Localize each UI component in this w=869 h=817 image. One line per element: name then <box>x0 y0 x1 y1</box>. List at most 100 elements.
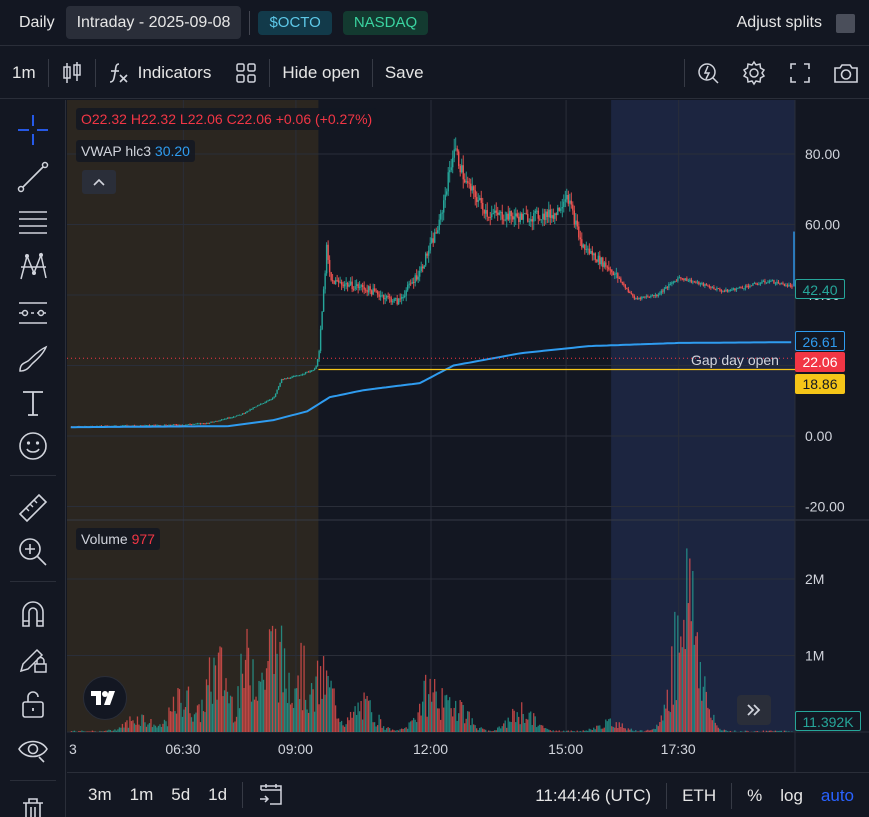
volume-bar <box>543 728 545 732</box>
trend-line-tool[interactable] <box>14 158 52 196</box>
interval-button[interactable]: 1m <box>12 62 36 82</box>
candle-body <box>489 217 491 218</box>
ticker-badge[interactable]: $OCTO <box>258 10 332 35</box>
range-5d-button[interactable]: 5d <box>171 785 191 804</box>
afterhours-session-bg <box>611 100 795 732</box>
brush-tool[interactable] <box>14 340 52 378</box>
auto-scale-button[interactable]: auto <box>820 785 854 805</box>
volume-bar <box>417 712 419 732</box>
volume-bar <box>542 725 544 732</box>
legend-low-key: L <box>179 111 188 127</box>
candle-body <box>187 424 190 426</box>
vwap-line <box>70 341 792 429</box>
candle-body <box>563 201 565 208</box>
tab-intraday[interactable]: Intraday - 2025-09-08 <box>65 6 242 39</box>
volume-bar <box>525 718 527 732</box>
replay-button[interactable] <box>685 47 731 99</box>
candle-body <box>363 287 365 290</box>
candle-body <box>330 272 332 281</box>
goto-date-button[interactable] <box>249 773 293 817</box>
magnet-tool[interactable] <box>14 595 52 633</box>
adjust-splits-checkbox[interactable] <box>836 13 855 33</box>
measure-tool[interactable] <box>14 489 52 527</box>
volume-bar <box>584 730 586 732</box>
volume-bar <box>81 730 83 732</box>
layout-button[interactable] <box>223 47 269 99</box>
volume-bar <box>310 683 313 732</box>
percent-scale-button[interactable]: % <box>747 785 763 805</box>
unlock-tool[interactable] <box>14 685 52 723</box>
indicators-button[interactable]: Indicators <box>96 47 224 99</box>
candle-body <box>495 210 497 213</box>
zoom-tool[interactable] <box>14 533 52 571</box>
volume-bar <box>184 707 187 732</box>
candle-body <box>554 213 556 219</box>
chart-area[interactable]: 80.0060.0040.000.00-20.002M1M306:3009:00… <box>61 100 869 772</box>
timezone-clock[interactable]: 11:44:46 (UTC) <box>535 785 652 805</box>
candle-body <box>644 296 646 298</box>
fib-tool[interactable] <box>14 203 52 241</box>
volume-bar <box>672 704 674 732</box>
fullscreen-button[interactable] <box>777 47 823 99</box>
lock-drawings-tool[interactable] <box>14 640 52 678</box>
volume-bar <box>93 731 95 732</box>
volume-bar <box>641 730 643 732</box>
tab-daily[interactable]: Daily <box>19 14 55 31</box>
divider <box>47 58 49 87</box>
visibility-tool[interactable] <box>14 730 52 768</box>
screenshot-button[interactable] <box>823 47 869 99</box>
candle-body <box>459 165 461 173</box>
save-button[interactable]: Save <box>384 62 424 82</box>
scroll-to-realtime-button[interactable] <box>737 695 771 725</box>
volume-bar <box>545 728 547 732</box>
volume-bar <box>409 721 412 732</box>
volume-bar <box>100 731 103 732</box>
volume-bar <box>695 636 697 732</box>
candle-body <box>740 286 742 288</box>
volume-bar <box>654 729 656 732</box>
volume-bar <box>644 731 646 732</box>
candle-body <box>321 311 323 330</box>
range-3m-button[interactable]: 3m <box>88 785 112 804</box>
emoji-tool[interactable] <box>14 427 52 465</box>
hide-open-button[interactable]: Hide open <box>282 62 360 82</box>
pattern-tool[interactable] <box>14 248 52 286</box>
time-tick-label: 17:30 <box>661 741 696 757</box>
candle-body <box>543 213 545 220</box>
candle-body <box>438 219 440 231</box>
crosshair-tool[interactable] <box>14 111 52 149</box>
price-chart[interactable]: 80.0060.0040.000.00-20.002M1M306:3009:00… <box>61 100 869 772</box>
candle-body <box>749 285 751 288</box>
candle-body <box>199 423 202 425</box>
volume-bar <box>441 688 443 732</box>
range-1m-button[interactable]: 1m <box>129 785 154 804</box>
session-button[interactable]: ETH <box>682 785 717 805</box>
candle-body <box>424 253 427 266</box>
remove-drawings-tool[interactable] <box>14 790 52 817</box>
candle-body <box>267 400 269 402</box>
volume-bar <box>99 730 101 732</box>
adjust-splits-toggle[interactable]: Adjust splits <box>737 0 855 46</box>
volume-bar <box>632 730 634 732</box>
candle-body <box>746 285 748 287</box>
price-tick-label: 60.00 <box>805 217 840 233</box>
legend-close-value: 22.06 <box>236 111 272 127</box>
settings-button[interactable] <box>731 47 777 99</box>
candle-body <box>488 216 490 218</box>
chart-type-button[interactable] <box>49 47 95 99</box>
text-tool[interactable] <box>14 384 52 422</box>
vwap-legend[interactable]: VWAP hlc3 30.20 <box>76 140 195 162</box>
volume-bar <box>599 725 601 732</box>
candle-body <box>536 210 538 212</box>
candle-body <box>349 281 352 285</box>
collapse-legend-button[interactable] <box>82 170 116 194</box>
forecast-tool[interactable] <box>14 294 52 332</box>
tradingview-logo[interactable] <box>83 676 127 720</box>
range-1d-button[interactable]: 1d <box>208 785 228 804</box>
volume-legend[interactable]: Volume 977 <box>76 528 160 550</box>
volume-bar <box>453 707 455 732</box>
legend-high-value: 22.32 <box>140 111 176 127</box>
log-scale-button[interactable]: log <box>780 785 803 805</box>
candle-body <box>237 414 239 416</box>
candle-body <box>743 288 745 289</box>
